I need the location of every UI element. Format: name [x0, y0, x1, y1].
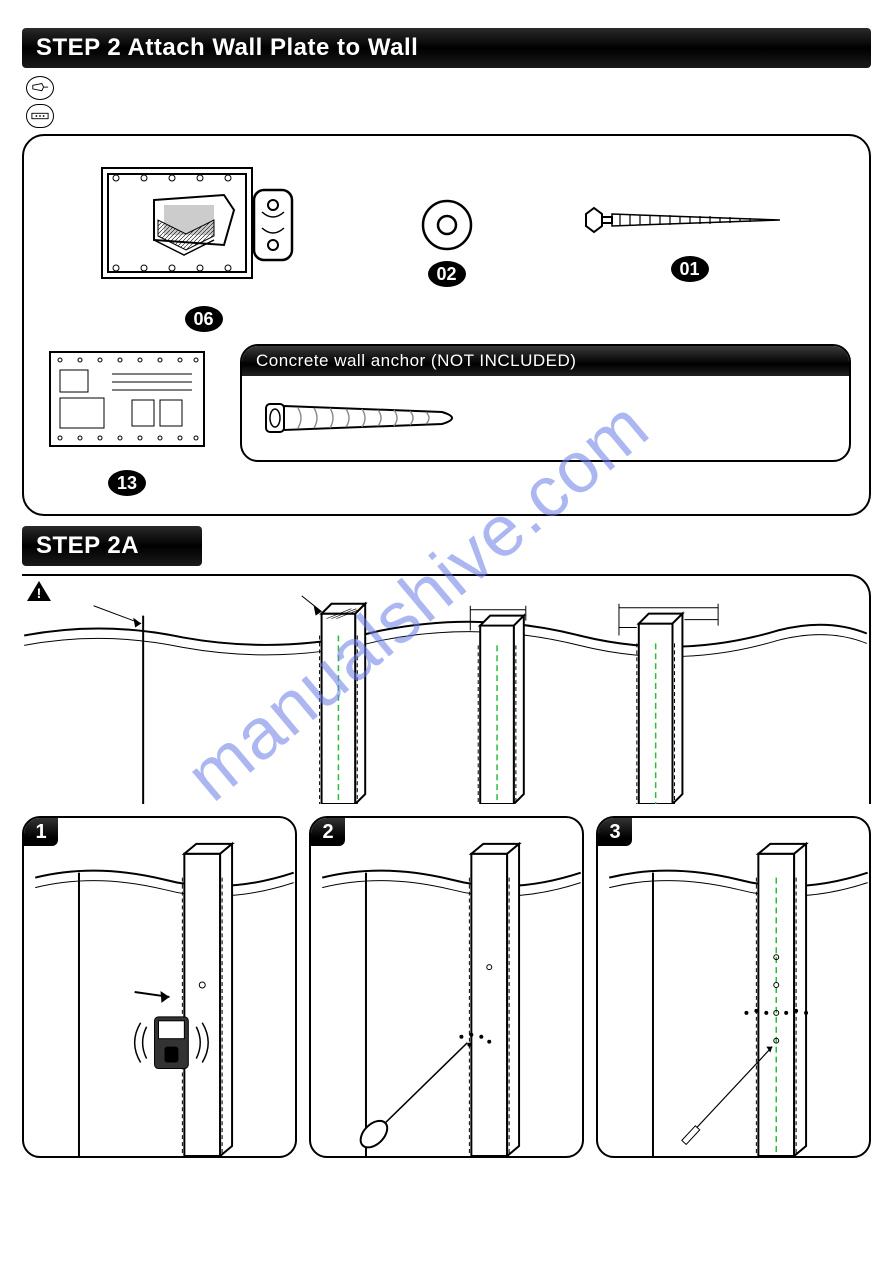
step1-diagram [24, 818, 295, 1156]
steps-row: 1 2 [22, 816, 871, 1158]
anchor-header: Concrete wall anchor (NOT INCLUDED) [242, 346, 849, 376]
drill-icon [26, 76, 54, 100]
step2-header: STEP 2 Attach Wall Plate to Wall [22, 28, 871, 68]
step-number-3: 3 [598, 818, 632, 846]
anchor-body [242, 376, 849, 460]
part-13: 13 [42, 344, 212, 496]
part-01: 01 [580, 200, 800, 282]
step-box-3: 3 [596, 816, 871, 1158]
parts-panel: 06 02 01 [22, 134, 871, 516]
stud-wall-diagram [22, 576, 869, 804]
anchor-panel: Concrete wall anchor (NOT INCLUDED) [240, 344, 851, 462]
part-06: 06 [94, 150, 314, 332]
template-sheet-icon [42, 344, 212, 464]
parts-row-top: 06 02 01 [42, 150, 851, 332]
step-number-2: 2 [311, 818, 345, 846]
parts-row-bottom: 13 Concrete wall anchor (NOT INCLUDED) [42, 344, 851, 496]
mount-bracket-icon [94, 150, 314, 300]
step-number-1: 1 [24, 818, 58, 846]
level-icon [26, 104, 54, 128]
step2-diagram [311, 818, 582, 1156]
step-box-1: 1 [22, 816, 297, 1158]
step3-diagram [598, 818, 869, 1156]
part-02: 02 [417, 195, 477, 287]
warning-icon: ! [26, 580, 52, 602]
tool-icons-group [26, 76, 871, 128]
step2a-header: STEP 2A [22, 526, 202, 566]
part-label-06: 06 [185, 306, 223, 332]
lag-bolt-icon [580, 200, 800, 250]
svg-text:!: ! [37, 585, 42, 601]
part-label-13: 13 [108, 470, 146, 496]
part-label-02: 02 [428, 261, 466, 287]
wall-anchor-icon [262, 390, 472, 446]
stud-overview-panel: ! [22, 574, 871, 804]
step-box-2: 2 [309, 816, 584, 1158]
washer-icon [417, 195, 477, 255]
part-label-01: 01 [671, 256, 709, 282]
